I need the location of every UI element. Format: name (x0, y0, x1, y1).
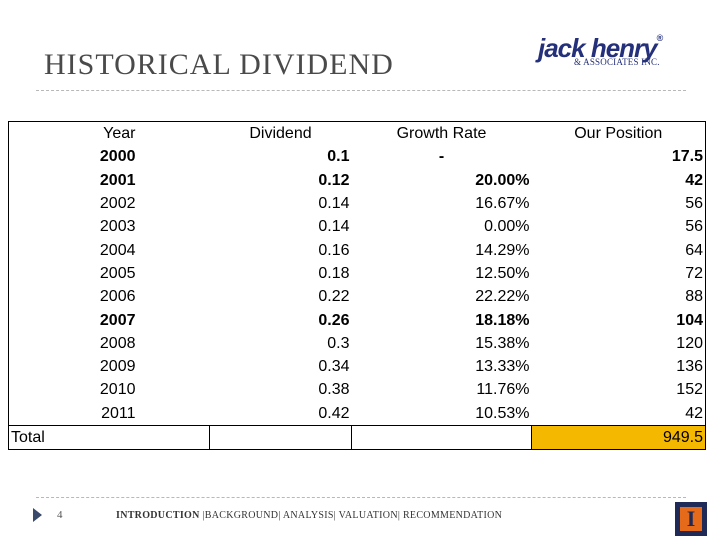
our-position-cell: 136 (676, 358, 703, 376)
section-navigation: INTRODUCTION |BACKGROUND| ANALYSIS| VALU… (116, 510, 502, 521)
bottom-divider (36, 497, 686, 498)
emblem-letter: I (686, 506, 696, 531)
table-header-row: Year Dividend Growth Rate Our Position (9, 122, 706, 146)
table-row: 2000 0.1 - 17.5 (9, 145, 706, 168)
our-position-cell: 56 (685, 195, 703, 213)
dividend-table: Year Dividend Growth Rate Our Position 2… (8, 121, 706, 451)
total-empty-cell (351, 424, 532, 450)
our-position-cell: 56 (685, 218, 703, 236)
emblem-inner: I (680, 507, 702, 531)
bullet-arrow-icon (33, 508, 42, 522)
slide-title: HISTORICAL DIVIDEND (44, 48, 394, 81)
growth-rate-cell: 13.33% (475, 358, 530, 376)
logo-main-text: jack henry (538, 33, 658, 63)
table-row: 2005 0.18 12.50% 72 (9, 262, 706, 285)
table-row: 2003 0.14 0.00% 56 (9, 215, 706, 238)
nav-item-analysis[interactable]: ANALYSIS (282, 510, 334, 521)
table-row: 2006 0.22 22.22% 88 (9, 285, 706, 308)
year-cell: 2006 (99, 288, 136, 306)
total-row: Total 949.5 (8, 424, 706, 450)
year-cell: 2007 (99, 311, 136, 329)
dividend-cell: 0.26 (318, 311, 350, 329)
table-row: 2004 0.16 14.29% 64 (9, 238, 706, 261)
dividend-cell: 0.1 (327, 148, 350, 166)
table-row: 2008 0.3 15.38% 120 (9, 332, 706, 355)
our-position-cell: 72 (685, 264, 703, 282)
dividend-cell: 0.34 (318, 358, 350, 376)
total-label: Total (8, 424, 210, 450)
our-position-cell: 42 (685, 404, 703, 422)
nav-item-background[interactable]: BACKGROUND (204, 510, 279, 521)
dividend-cell: 0.12 (318, 171, 350, 189)
year-cell: 2010 (99, 381, 136, 399)
year-cell: 2001 (99, 171, 136, 189)
our-position-cell: 120 (676, 334, 703, 352)
header-growth-rate: Growth Rate (396, 125, 487, 143)
our-position-cell: 17.5 (671, 148, 703, 166)
nav-separator: | (202, 510, 205, 521)
dividend-cell: 0.16 (318, 241, 350, 259)
header-our-position: Our Position (574, 125, 663, 143)
year-cell: 2004 (99, 241, 136, 259)
growth-rate-cell: 12.50% (475, 264, 530, 282)
total-value: 949.5 (531, 424, 706, 450)
university-emblem-icon: I (675, 502, 707, 536)
page-number: 4 (57, 509, 63, 521)
year-cell: 2011 (101, 404, 136, 422)
logo-wordmark: jack henry® (538, 33, 664, 64)
our-position-cell: 104 (676, 311, 703, 329)
nav-item-valuation[interactable]: VALUATION (338, 510, 398, 521)
growth-rate-cell: 0.00% (484, 218, 530, 236)
jack-henry-logo: jack henry® & ASSOCIATES INC. (538, 33, 688, 73)
year-cell: 2000 (99, 148, 136, 166)
growth-rate-cell: 14.29% (475, 241, 530, 259)
logo-subtitle: & ASSOCIATES INC. (574, 57, 660, 67)
growth-rate-cell: 18.18% (475, 311, 530, 329)
nav-item-recommendation[interactable]: RECOMMENDATION (402, 510, 503, 521)
year-cell: 2009 (99, 358, 136, 376)
nav-separator: | (278, 510, 283, 521)
dividend-cell: 0.22 (318, 288, 350, 306)
our-position-cell: 64 (685, 241, 703, 259)
our-position-cell: 42 (685, 171, 703, 189)
table-row: 2007 0.26 18.18% 104 (9, 308, 706, 331)
year-cell: 2008 (99, 334, 136, 352)
year-cell: 2002 (99, 195, 136, 213)
total-empty-cell (209, 424, 352, 450)
dividend-cell: 0.14 (318, 195, 350, 213)
nav-separator: | (397, 510, 403, 521)
slide-footer: 4 INTRODUCTION |BACKGROUND| ANALYSIS| VA… (0, 498, 720, 540)
growth-rate-cell: 15.38% (475, 334, 530, 352)
growth-rate-cell: - (438, 148, 445, 166)
table-row: 2010 0.38 11.76% 152 (9, 378, 706, 401)
header-year: Year (103, 125, 136, 143)
dividend-cell: 0.38 (318, 381, 350, 399)
table-body: Year Dividend Growth Rate Our Position 2… (8, 122, 706, 450)
nav-item-introduction[interactable]: INTRODUCTION (116, 510, 200, 521)
growth-rate-cell: 11.76% (476, 381, 530, 399)
growth-rate-cell: 10.53% (475, 404, 530, 422)
dividend-cell: 0.42 (318, 404, 350, 422)
top-divider (36, 90, 686, 91)
table-row: 2002 0.14 16.67% 56 (9, 192, 706, 215)
year-cell: 2005 (99, 264, 136, 282)
table-row: 2011 0.42 10.53% 42 (9, 402, 706, 426)
table-row: 2001 0.12 20.00% 42 (9, 169, 706, 192)
growth-rate-cell: 22.22% (475, 288, 530, 306)
dividend-cell: 0.18 (318, 264, 350, 282)
growth-rate-cell: 16.67% (475, 195, 530, 213)
logo-registered: ® (656, 33, 664, 43)
our-position-cell: 88 (685, 288, 703, 306)
growth-rate-cell: 20.00% (475, 171, 530, 189)
header-dividend: Dividend (249, 125, 312, 143)
table-row: 2009 0.34 13.33% 136 (9, 355, 706, 378)
year-cell: 2003 (99, 218, 136, 236)
dividend-cell: 0.14 (318, 218, 350, 236)
our-position-cell: 152 (676, 381, 703, 399)
dividend-cell: 0.3 (327, 334, 350, 352)
nav-separator: | (333, 510, 339, 521)
